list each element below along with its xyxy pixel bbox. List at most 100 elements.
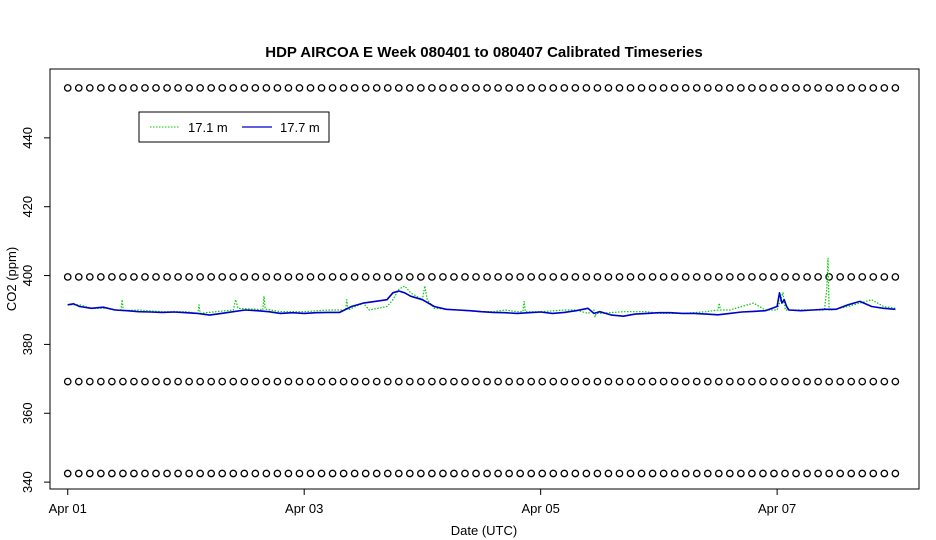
calibration-point-row0 xyxy=(582,469,591,478)
calibration-point-row2 xyxy=(96,273,105,281)
calibration-point-row1 xyxy=(185,377,193,386)
calibration-point-row0 xyxy=(637,469,646,478)
calibration-point-row2 xyxy=(306,273,315,281)
calibration-point-row1 xyxy=(505,377,513,386)
calibration-point-row3 xyxy=(229,84,238,92)
calibration-point-row1 xyxy=(273,377,282,386)
y-tick-label-440: 440 xyxy=(20,127,35,149)
calibration-point-row3 xyxy=(108,84,116,92)
calibration-point-row0 xyxy=(141,469,149,478)
calibration-point-row1 xyxy=(163,377,171,386)
calibration-point-row2 xyxy=(858,273,867,281)
calibration-point-row3 xyxy=(858,84,867,92)
calibration-point-row1 xyxy=(394,377,403,386)
calibration-point-row0 xyxy=(317,469,326,478)
x-axis-title: Date (UTC) xyxy=(451,523,517,538)
calibration-point-row0 xyxy=(405,469,414,478)
calibration-point-row1 xyxy=(317,377,326,386)
calibration-point-row3 xyxy=(350,84,359,92)
calibration-point-row0 xyxy=(108,469,116,478)
calibration-point-row3 xyxy=(615,84,624,92)
series-line-17-7-m xyxy=(67,290,896,318)
calibration-point-row3 xyxy=(361,84,370,92)
calibration-point-row2 xyxy=(130,273,138,281)
calibration-point-row0 xyxy=(350,469,359,478)
calibration-point-row2 xyxy=(317,273,326,281)
calibration-point-row3 xyxy=(648,84,657,92)
calibration-point-row3 xyxy=(306,84,315,92)
calibration-point-row2 xyxy=(836,273,845,281)
calibration-point-row3 xyxy=(626,84,635,92)
calibration-point-row0 xyxy=(306,469,315,478)
calibration-point-row0 xyxy=(814,469,822,478)
calibration-point-row1 xyxy=(681,377,690,386)
calibration-point-row1 xyxy=(108,377,116,386)
calibration-point-row3 xyxy=(692,84,701,92)
calibration-point-row3 xyxy=(659,84,668,92)
calibration-point-row3 xyxy=(571,84,580,92)
calibration-point-row1 xyxy=(417,377,425,386)
calibration-point-row1 xyxy=(306,377,315,386)
calibration-point-row3 xyxy=(450,84,458,92)
calibration-point-row1 xyxy=(461,377,469,386)
calibration-point-row2 xyxy=(152,273,160,281)
calibration-point-row2 xyxy=(251,273,260,281)
calibration-point-row0 xyxy=(130,469,138,478)
calibration-point-row1 xyxy=(792,377,800,386)
calibration-point-row1 xyxy=(604,377,613,386)
calibration-point-row0 xyxy=(251,469,260,478)
calibration-point-row2 xyxy=(85,273,94,281)
calibration-point-row1 xyxy=(615,377,624,386)
calibration-point-row1 xyxy=(372,377,381,386)
calibration-point-row0 xyxy=(174,469,182,478)
calibration-point-row3 xyxy=(295,84,304,92)
calibration-point-row3 xyxy=(339,84,348,92)
calibration-point-row0 xyxy=(626,469,635,478)
calibration-point-row3 xyxy=(582,84,591,92)
calibration-point-row2 xyxy=(527,273,536,281)
calibration-point-row2 xyxy=(703,273,712,281)
calibration-point-row2 xyxy=(450,273,458,281)
calibration-point-row1 xyxy=(582,377,591,386)
calibration-point-row3 xyxy=(637,84,646,92)
calibration-point-row1 xyxy=(803,377,811,386)
calibration-point-row3 xyxy=(681,84,690,92)
calibration-point-row3 xyxy=(317,84,326,92)
calibration-point-row3 xyxy=(262,84,271,92)
calibration-point-row2 xyxy=(792,273,800,281)
calibration-point-row1 xyxy=(63,377,72,386)
calibration-point-row2 xyxy=(229,273,238,281)
calibration-point-row3 xyxy=(240,84,249,92)
calibration-point-row1 xyxy=(262,377,271,386)
calibration-point-row0 xyxy=(803,469,811,478)
calibration-point-row1 xyxy=(207,377,216,386)
calibration-point-row0 xyxy=(383,469,392,478)
calibration-point-row1 xyxy=(218,377,227,386)
calibration-point-row1 xyxy=(295,377,304,386)
calibration-point-row2 xyxy=(174,273,182,281)
calibration-point-row0 xyxy=(207,469,216,478)
calibration-point-row0 xyxy=(781,469,789,478)
calibration-point-row3 xyxy=(891,84,900,92)
calibration-point-row3 xyxy=(593,84,602,92)
calibration-point-row2 xyxy=(560,273,569,281)
calibration-point-row2 xyxy=(483,273,491,281)
calibration-point-row3 xyxy=(174,84,182,92)
calibration-point-row3 xyxy=(185,84,193,92)
plot-frame xyxy=(49,68,920,490)
calibration-point-row1 xyxy=(725,377,734,386)
calibration-point-row2 xyxy=(394,273,403,281)
calibration-point-row3 xyxy=(196,84,205,92)
calibration-point-row0 xyxy=(96,469,105,478)
calibration-point-row2 xyxy=(770,273,778,281)
calibration-point-row3 xyxy=(516,84,525,92)
calibration-point-row1 xyxy=(748,377,756,386)
calibration-point-row1 xyxy=(714,377,723,386)
calibration-point-row0 xyxy=(527,469,536,478)
calibration-point-row3 xyxy=(472,84,480,92)
calibration-point-row1 xyxy=(527,377,536,386)
calibration-point-row0 xyxy=(770,469,778,478)
calibration-point-row2 xyxy=(692,273,701,281)
calibration-point-row3 xyxy=(461,84,469,92)
